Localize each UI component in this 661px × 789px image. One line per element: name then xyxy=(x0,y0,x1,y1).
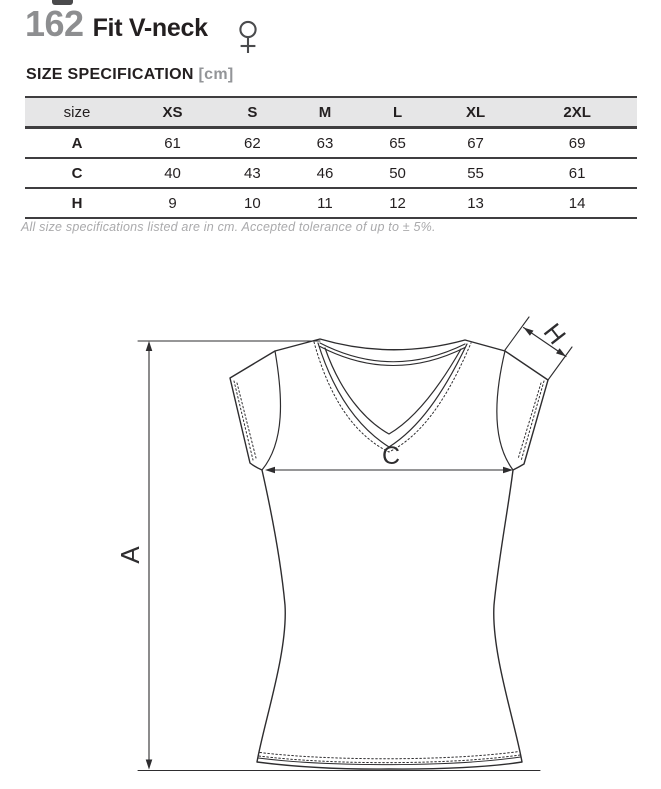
row-label-a: A xyxy=(71,134,83,152)
cell-a-xl: 67 xyxy=(467,134,484,152)
size-column-header: size xyxy=(63,103,91,121)
cell-h-xl: 13 xyxy=(467,194,484,212)
length-arrow-bottom xyxy=(145,759,153,770)
sleeve-extension-lines xyxy=(504,316,573,381)
column-header-m: M xyxy=(318,103,332,121)
sleeve-arrow-upper xyxy=(523,327,534,336)
female-icon xyxy=(239,20,257,53)
size-table-header-row: size XS S M L XL 2XL xyxy=(25,97,637,128)
table-row-h: H 9 10 11 12 13 14 xyxy=(25,188,637,218)
size-table: size XS S M L XL 2XL A 61 62 63 65 67 69… xyxy=(25,96,637,219)
section-title-text: SIZE SPECIFICATION xyxy=(26,66,194,83)
sleeve-label: H xyxy=(538,318,571,349)
right-sleeve-hem-stitch xyxy=(517,380,545,462)
cell-a-2xl: 69 xyxy=(568,134,586,152)
row-label-h: H xyxy=(71,194,83,212)
cell-c-m: 46 xyxy=(316,164,334,182)
column-header-2xl: 2XL xyxy=(563,103,591,121)
cell-h-l: 12 xyxy=(389,194,406,212)
sleeve-arrow-lower xyxy=(556,348,566,357)
cell-h-xs: 9 xyxy=(168,194,177,212)
cell-c-s: 43 xyxy=(244,164,261,182)
cell-h-m: 11 xyxy=(317,194,333,212)
vneck-band-outer-edge xyxy=(317,342,468,448)
row-label-c: C xyxy=(71,164,83,182)
column-header-l: L xyxy=(392,103,403,121)
right-armhole-seam xyxy=(496,350,514,471)
table-row-c: C 40 43 46 50 55 61 xyxy=(25,158,637,188)
chest-arrow-left xyxy=(265,466,275,474)
bottom-hem-stitch xyxy=(258,751,521,764)
page-title: 162 Fit V-neck xyxy=(25,6,208,42)
cell-c-xl: 55 xyxy=(467,164,484,182)
cell-h-s: 10 xyxy=(244,194,261,212)
product-name: Fit V-neck xyxy=(92,14,208,42)
chest-label: C xyxy=(382,442,400,470)
cropped-top-mark xyxy=(52,0,73,5)
section-title: SIZE SPECIFICATION [cm] xyxy=(26,66,234,84)
bottom-hem-fold-line xyxy=(257,756,521,766)
column-header-s: S xyxy=(247,103,258,121)
cell-a-l: 65 xyxy=(389,134,406,152)
chest-arrow-right xyxy=(503,466,513,474)
tshirt-body-outline xyxy=(229,338,549,770)
vneck-stitch-line xyxy=(313,341,472,453)
collar-back-band xyxy=(319,342,466,366)
product-code: 162 xyxy=(25,3,84,44)
left-sleeve-hem-stitch xyxy=(233,380,257,461)
cell-a-xs: 61 xyxy=(164,134,181,152)
cell-a-m: 63 xyxy=(316,134,334,152)
vneck-band-inner-edge xyxy=(324,347,462,435)
cell-h-2xl: 14 xyxy=(568,194,586,212)
cell-c-l: 50 xyxy=(389,164,406,182)
column-header-xs: XS xyxy=(162,103,183,121)
tolerance-footnote: All size specifications listed are in cm… xyxy=(21,220,436,234)
cell-c-xs: 40 xyxy=(164,164,181,182)
left-armhole-seam xyxy=(261,350,282,471)
unit-label: [cm] xyxy=(198,66,234,83)
length-arrow-top xyxy=(145,341,153,351)
cell-c-2xl: 61 xyxy=(568,164,586,182)
cell-a-s: 62 xyxy=(244,134,261,152)
length-label: A xyxy=(115,546,145,564)
column-header-xl: XL xyxy=(465,103,486,121)
table-row-a: A 61 62 63 65 67 69 xyxy=(25,128,637,158)
